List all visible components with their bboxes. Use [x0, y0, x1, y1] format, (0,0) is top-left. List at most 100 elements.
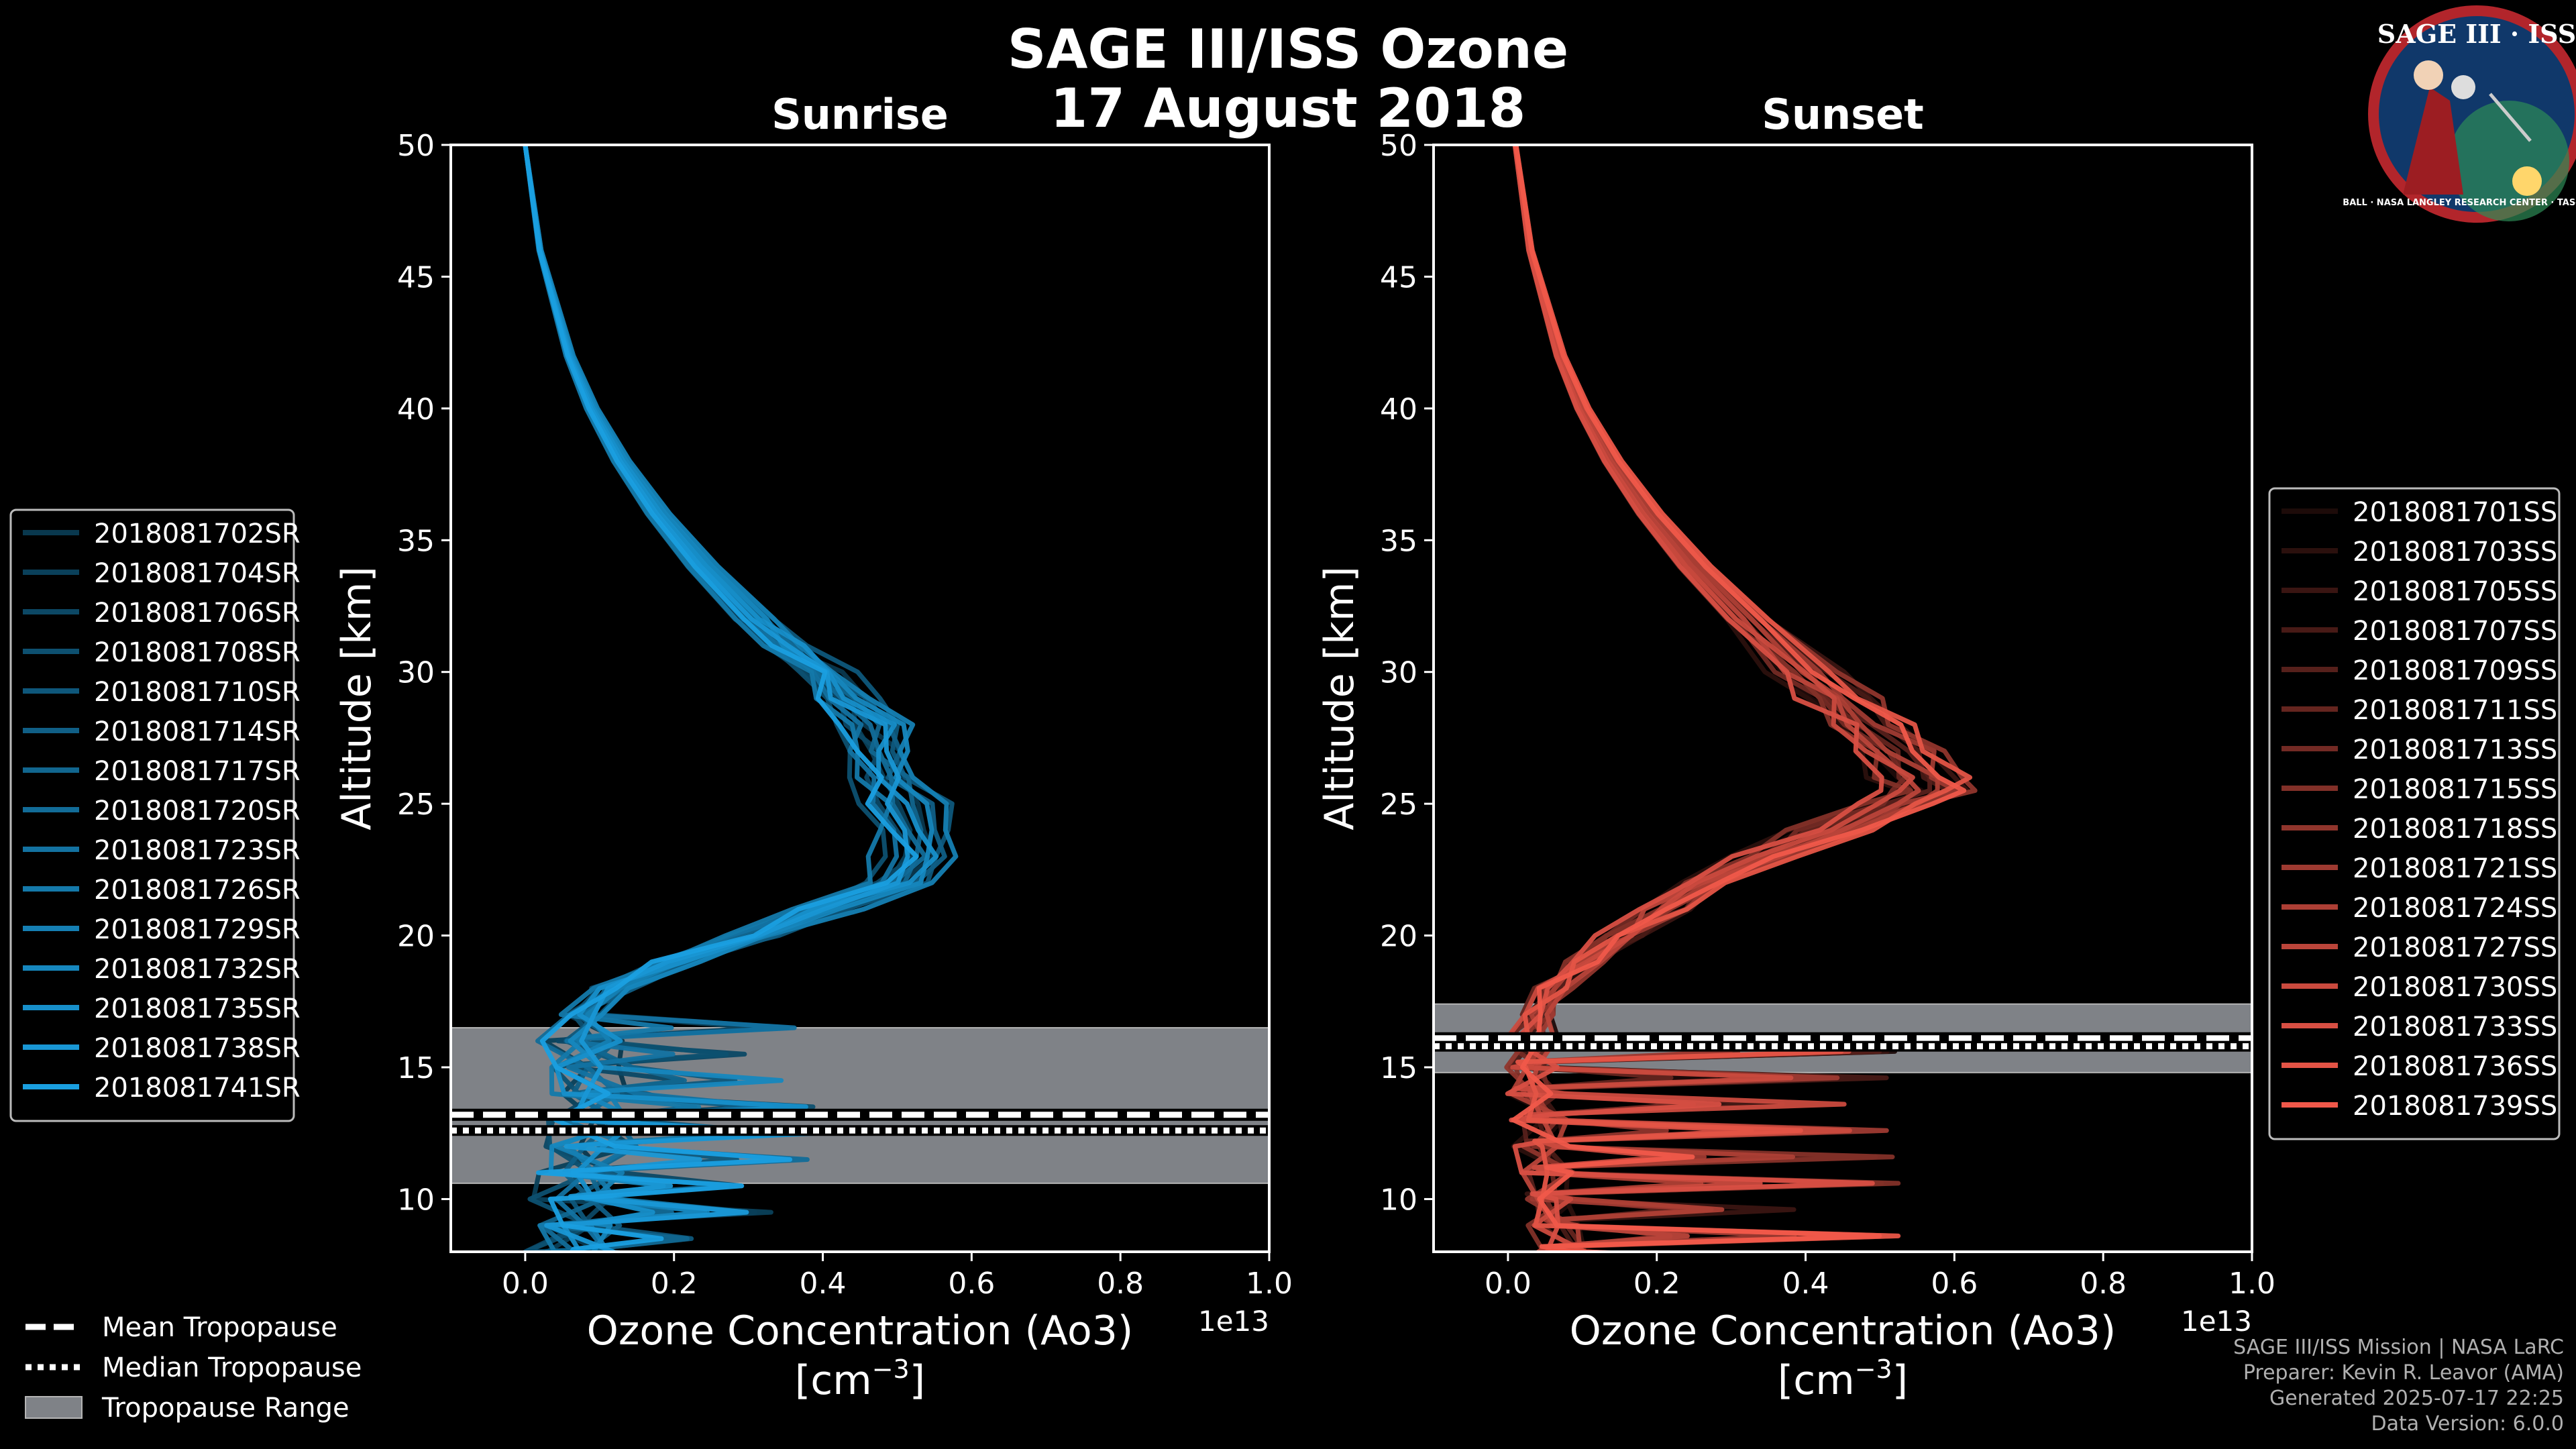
x-axis-label: Ozone Concentration (Ao3): [1570, 1307, 2116, 1354]
legend-label: 2018081735SR: [94, 994, 301, 1024]
x-tick-label: 0.4: [1782, 1267, 1829, 1301]
legend-label: 2018081715SS: [2353, 774, 2557, 805]
y-tick-label: 25: [397, 788, 435, 822]
y-tick-label: 10: [397, 1183, 435, 1217]
legend-label: 2018081709SS: [2353, 655, 2557, 686]
y-tick-label: 35: [397, 524, 435, 558]
logo-sun: [2512, 166, 2542, 196]
x-axis-unit: [cm−3]: [795, 1354, 925, 1404]
legend-label: 2018081703SS: [2353, 537, 2557, 568]
profile-lines: [1499, 145, 1978, 1252]
profile-line-2018081741SR: [523, 145, 919, 1252]
legend-label: 2018081736SS: [2353, 1051, 2557, 1082]
panel-title: Sunset: [1762, 90, 1924, 139]
y-tick-label: 45: [1380, 260, 1417, 294]
x-tick-label: 0.6: [948, 1267, 995, 1301]
x-tick-label: 0.2: [651, 1267, 698, 1301]
logo-figure-robe: [2403, 87, 2463, 195]
plot-panel-sunset: 0.0 0.2 0.4 0.6 0.8 1.0 10 15 20 25 30 35 40 45 50 Suns…: [1316, 90, 2275, 1404]
legend-label: 2018081714SR: [94, 716, 301, 747]
legend-label: 2018081730SS: [2353, 972, 2557, 1003]
tropopause-legend: Mean Tropopause Median Tropopause Tropopau…: [25, 1312, 362, 1424]
mission-logo: SAGE III · ISS BALL · NASA LANGLEY RESEAR…: [2343, 5, 2576, 223]
logo-title: SAGE III · ISS: [2377, 19, 2576, 49]
figure-title: SAGE III/ISS Ozone: [1007, 18, 1569, 80]
axes-frame: [1432, 144, 2253, 1253]
logo-earth: [2449, 101, 2569, 221]
x-tick-label: 1.0: [1246, 1267, 1293, 1301]
credits-block: SAGE III/ISS Mission | NASA LaRC Prepare…: [2233, 1335, 2564, 1437]
legend-label: 2018081727SS: [2353, 932, 2557, 963]
legend-label: 2018081702SR: [94, 519, 301, 549]
y-tick-label: 10: [1380, 1183, 1417, 1217]
x-tick-label: 1.0: [2229, 1267, 2275, 1301]
y-tick-label: 20: [397, 920, 435, 954]
legend-label: 2018081701SS: [2353, 497, 2557, 528]
x-tick-label: 0.0: [502, 1267, 549, 1301]
legend-label: 2018081710SR: [94, 677, 301, 708]
tropopause-legend-label: Median Tropopause: [102, 1352, 362, 1383]
legend-label: 2018081720SR: [94, 796, 301, 826]
legend-label: 2018081704SR: [94, 558, 301, 589]
x-axis-label: Ozone Concentration (Ao3): [587, 1307, 1134, 1354]
y-tick-label: 40: [1380, 392, 1417, 427]
credit-preparer: Preparer: Kevin R. Leavor (AMA): [2243, 1361, 2564, 1385]
legend-label: 2018081741SR: [94, 1073, 301, 1104]
y-tick-label: 15: [1380, 1051, 1417, 1085]
logo-figure-head: [2414, 60, 2443, 90]
legend-label: 2018081708SR: [94, 637, 301, 668]
x-tick-label: 0.2: [1633, 1267, 1680, 1301]
x-tick-label: 0.4: [800, 1267, 847, 1301]
y-tick-label: 20: [1380, 920, 1417, 954]
legend-label: 2018081721SS: [2353, 853, 2557, 884]
legend-label: 2018081713SS: [2353, 735, 2557, 765]
tropopause-legend-label: Mean Tropopause: [102, 1312, 337, 1343]
legend-box: [9, 508, 295, 1122]
y-tick-label: 40: [397, 392, 435, 427]
x-tick-label: 0.6: [1931, 1267, 1978, 1301]
credit-mission: SAGE III/ISS Mission | NASA LaRC: [2233, 1336, 2564, 1359]
profile-line-2018081736SS: [1513, 145, 1973, 1252]
legend-sunrise: 2018081702SR 2018081704SR 2018081706SR 2018…: [9, 508, 301, 1122]
profile-line-2018081733SS: [1505, 145, 1884, 1252]
logo-moon: [2451, 75, 2475, 99]
legend-label: 2018081729SR: [94, 914, 301, 945]
y-tick-label: 15: [397, 1051, 435, 1085]
legend-label: 2018081707SS: [2353, 616, 2557, 647]
legend-label: 2018081718SS: [2353, 814, 2557, 845]
profile-line-2018081739SS: [1511, 145, 1967, 1252]
y-axis-label: Altitude [km]: [333, 566, 380, 830]
legend-box: [2268, 487, 2561, 1140]
legend-label: 2018081711SS: [2353, 695, 2557, 726]
y-tick-label: 30: [1380, 656, 1417, 690]
profile-line-2018081730SS: [1502, 145, 1915, 1252]
panel-title: Sunrise: [771, 90, 949, 139]
legend-label: 2018081739SS: [2353, 1091, 2557, 1122]
tropopause-legend-label: Tropopause Range: [101, 1393, 350, 1424]
legend-label: 2018081732SR: [94, 954, 301, 985]
logo-beam: [2489, 93, 2532, 142]
legend-label: 2018081724SS: [2353, 893, 2557, 924]
plot-panel-sunrise: 0.0 0.2 0.4 0.6 0.8 1.0 10 15 20 25 30 35 40 45 50 Sunr…: [333, 90, 1293, 1404]
x-tick-label: 0.8: [1097, 1267, 1144, 1301]
legend-label: 2018081705SS: [2353, 576, 2557, 607]
x-tick-label: 0.0: [1485, 1267, 1532, 1301]
credit-version: Data Version: 6.0.0: [2371, 1412, 2564, 1436]
legend-sunset: 2018081701SS 2018081703SS 2018081705SS 2018…: [2268, 487, 2561, 1140]
x-offset-text: 1e13: [2181, 1305, 2252, 1338]
legend-range-swatch: [25, 1396, 83, 1419]
legend-label: 2018081738SR: [94, 1033, 301, 1064]
legend-label: 2018081733SS: [2353, 1012, 2557, 1042]
y-tick-label: 50: [1380, 129, 1417, 163]
logo-ring-text: BALL · NASA LANGLEY RESEARCH CENTER · TA…: [2343, 198, 2576, 208]
legend-label: 2018081717SR: [94, 756, 301, 787]
y-axis-label: Altitude [km]: [1316, 566, 1363, 830]
y-tick-label: 35: [1380, 524, 1417, 558]
legend-label: 2018081723SR: [94, 835, 301, 866]
credit-generated: Generated 2025-07-17 22:25: [2269, 1387, 2564, 1410]
figure-subtitle: 17 August 2018: [1050, 77, 1526, 140]
y-tick-label: 25: [1380, 788, 1417, 822]
y-tick-label: 30: [397, 656, 435, 690]
axes-frame: [449, 144, 1271, 1253]
